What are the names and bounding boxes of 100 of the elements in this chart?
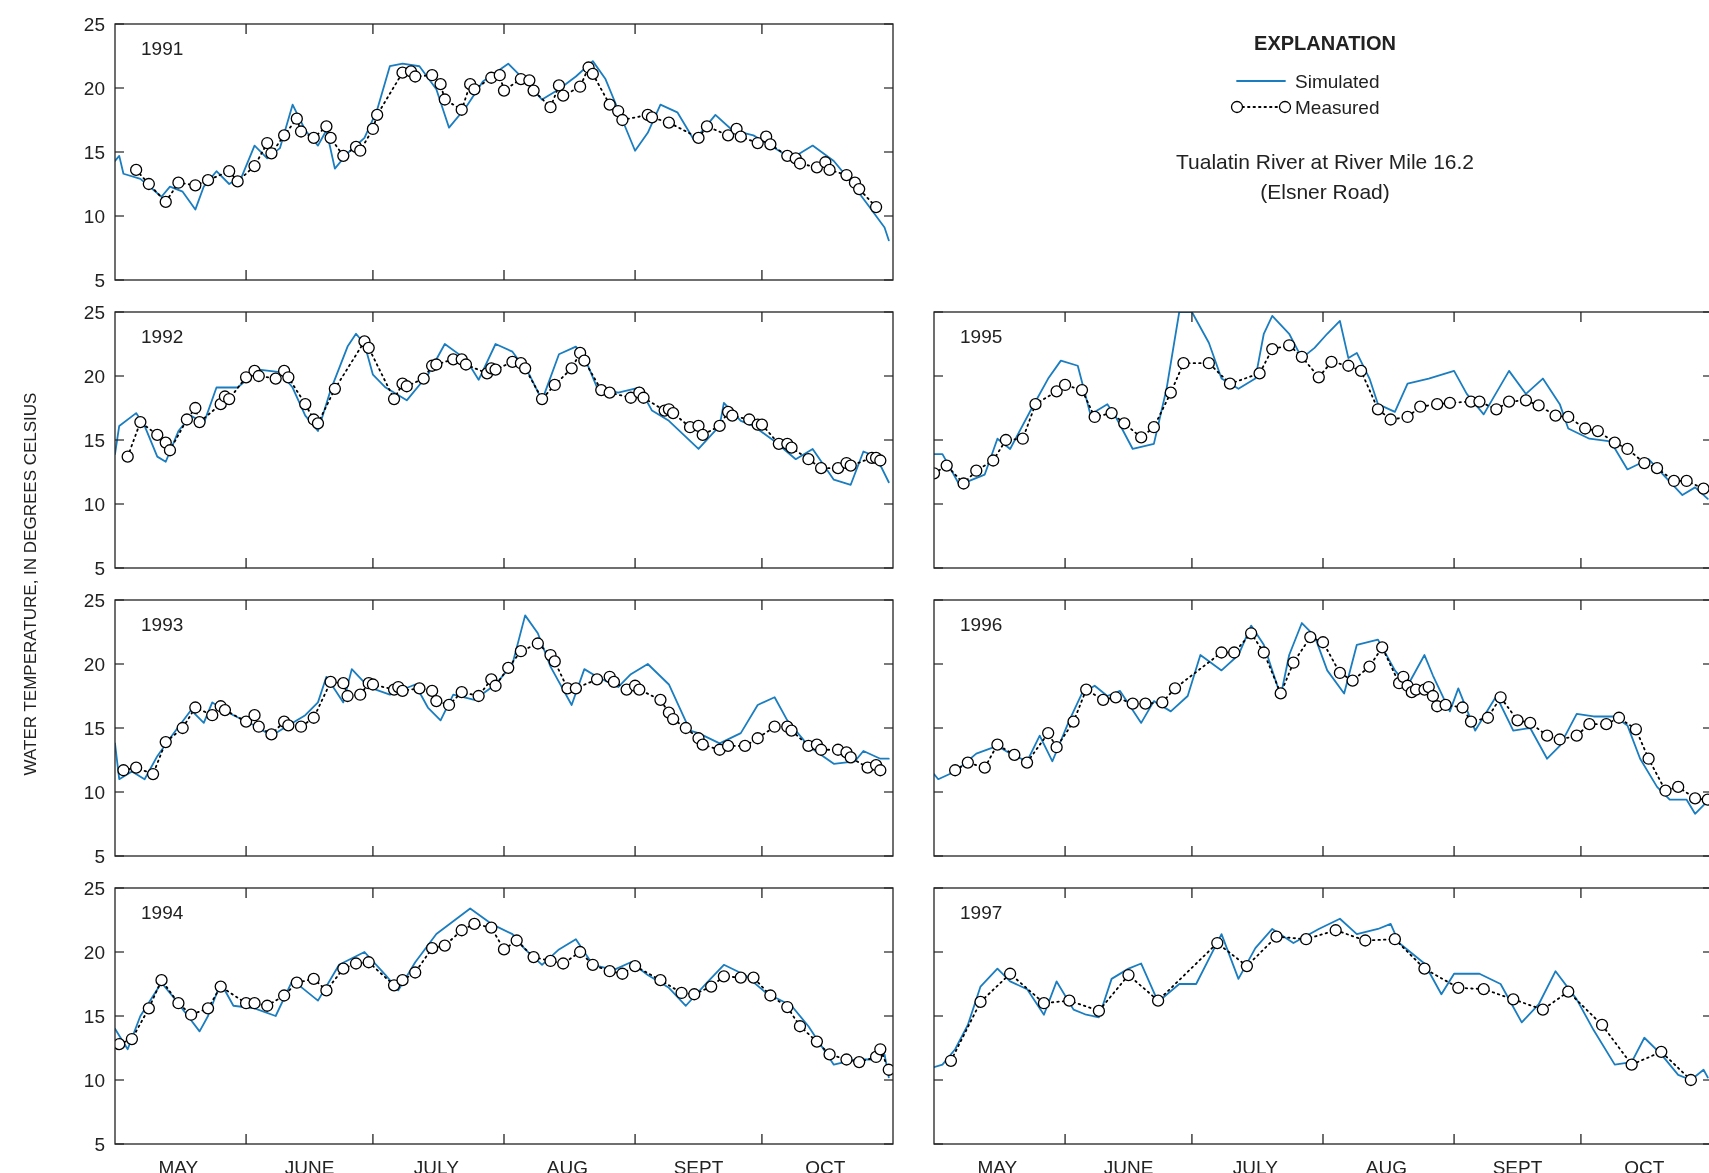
point [586,958,599,971]
point [1672,780,1685,794]
point [957,477,970,490]
point [1050,741,1063,754]
line-series [115,60,890,242]
point [823,1048,836,1061]
point [1595,1018,1609,1032]
point [987,454,1000,467]
point [455,924,468,937]
y-tick-label: 15 [83,717,105,739]
point [793,1020,807,1033]
legend-label: Measured [1295,96,1380,118]
point [1299,933,1313,946]
point [1371,403,1385,416]
point [940,459,953,472]
point [974,995,987,1009]
point [1579,422,1592,435]
point [1156,696,1169,709]
y-tick-label: 10 [83,205,105,227]
point [616,967,629,980]
point [1540,729,1554,742]
point [1401,410,1414,424]
point [425,942,439,955]
y-tick-label: 20 [83,365,105,387]
point [764,989,777,1002]
point [1473,395,1486,408]
point [1177,357,1190,370]
point [1591,424,1604,438]
point [874,1043,887,1056]
point [1422,680,1435,694]
point [1612,711,1626,724]
point [1354,364,1368,378]
text: 1991 [141,37,184,59]
point [1118,417,1131,430]
point [1029,398,1042,411]
point [840,1053,853,1066]
point [1346,674,1359,687]
y-tick-label: 25 [83,589,105,611]
point [248,997,261,1010]
point [747,971,760,984]
point [1266,342,1279,356]
point [675,986,688,1000]
point [1688,792,1702,805]
point [1211,936,1224,950]
point [1490,403,1503,416]
point [1456,701,1469,714]
point [396,974,409,987]
point [1202,357,1215,370]
point [1452,981,1465,994]
text: 1996 [960,613,1003,635]
y-tick-label: 15 [83,141,105,163]
point [1359,934,1372,947]
point [1244,627,1258,640]
point [1135,431,1148,444]
point [1020,756,1034,769]
y-tick-label: 25 [83,301,105,323]
point [438,939,451,952]
point [1431,398,1444,411]
point [557,957,570,970]
point [1223,377,1237,390]
point [1274,687,1287,700]
point [172,997,185,1010]
point [1333,666,1347,680]
point [1325,355,1338,369]
point [544,954,557,968]
y-tick-label: 10 [83,1069,105,1091]
point [1414,400,1427,413]
point [1304,630,1317,644]
point [1519,394,1533,407]
point [1511,714,1524,727]
point [1562,410,1575,424]
point [1016,432,1029,445]
y-tick-label: 5 [94,1133,105,1155]
point [1063,994,1076,1007]
point [1464,715,1478,728]
y-tick-label: 25 [83,13,105,35]
point [337,962,350,975]
point [1092,1004,1106,1018]
point [1638,456,1651,470]
point [1532,399,1545,412]
point [1067,715,1080,728]
point [853,1055,866,1069]
point [1109,691,1122,704]
point [1312,371,1325,384]
point [201,1002,215,1015]
point [1553,733,1566,746]
point [1075,383,1089,397]
point [1270,930,1283,943]
point [214,980,227,993]
y-tick-label: 10 [83,781,105,803]
point [1228,646,1241,659]
point [1621,442,1634,456]
point [1147,421,1161,434]
point [1397,670,1410,683]
point [654,974,667,987]
y-tick-label: 20 [83,653,105,675]
point [1253,367,1266,380]
point [1088,410,1101,424]
point [810,1035,824,1048]
point [1168,682,1182,695]
